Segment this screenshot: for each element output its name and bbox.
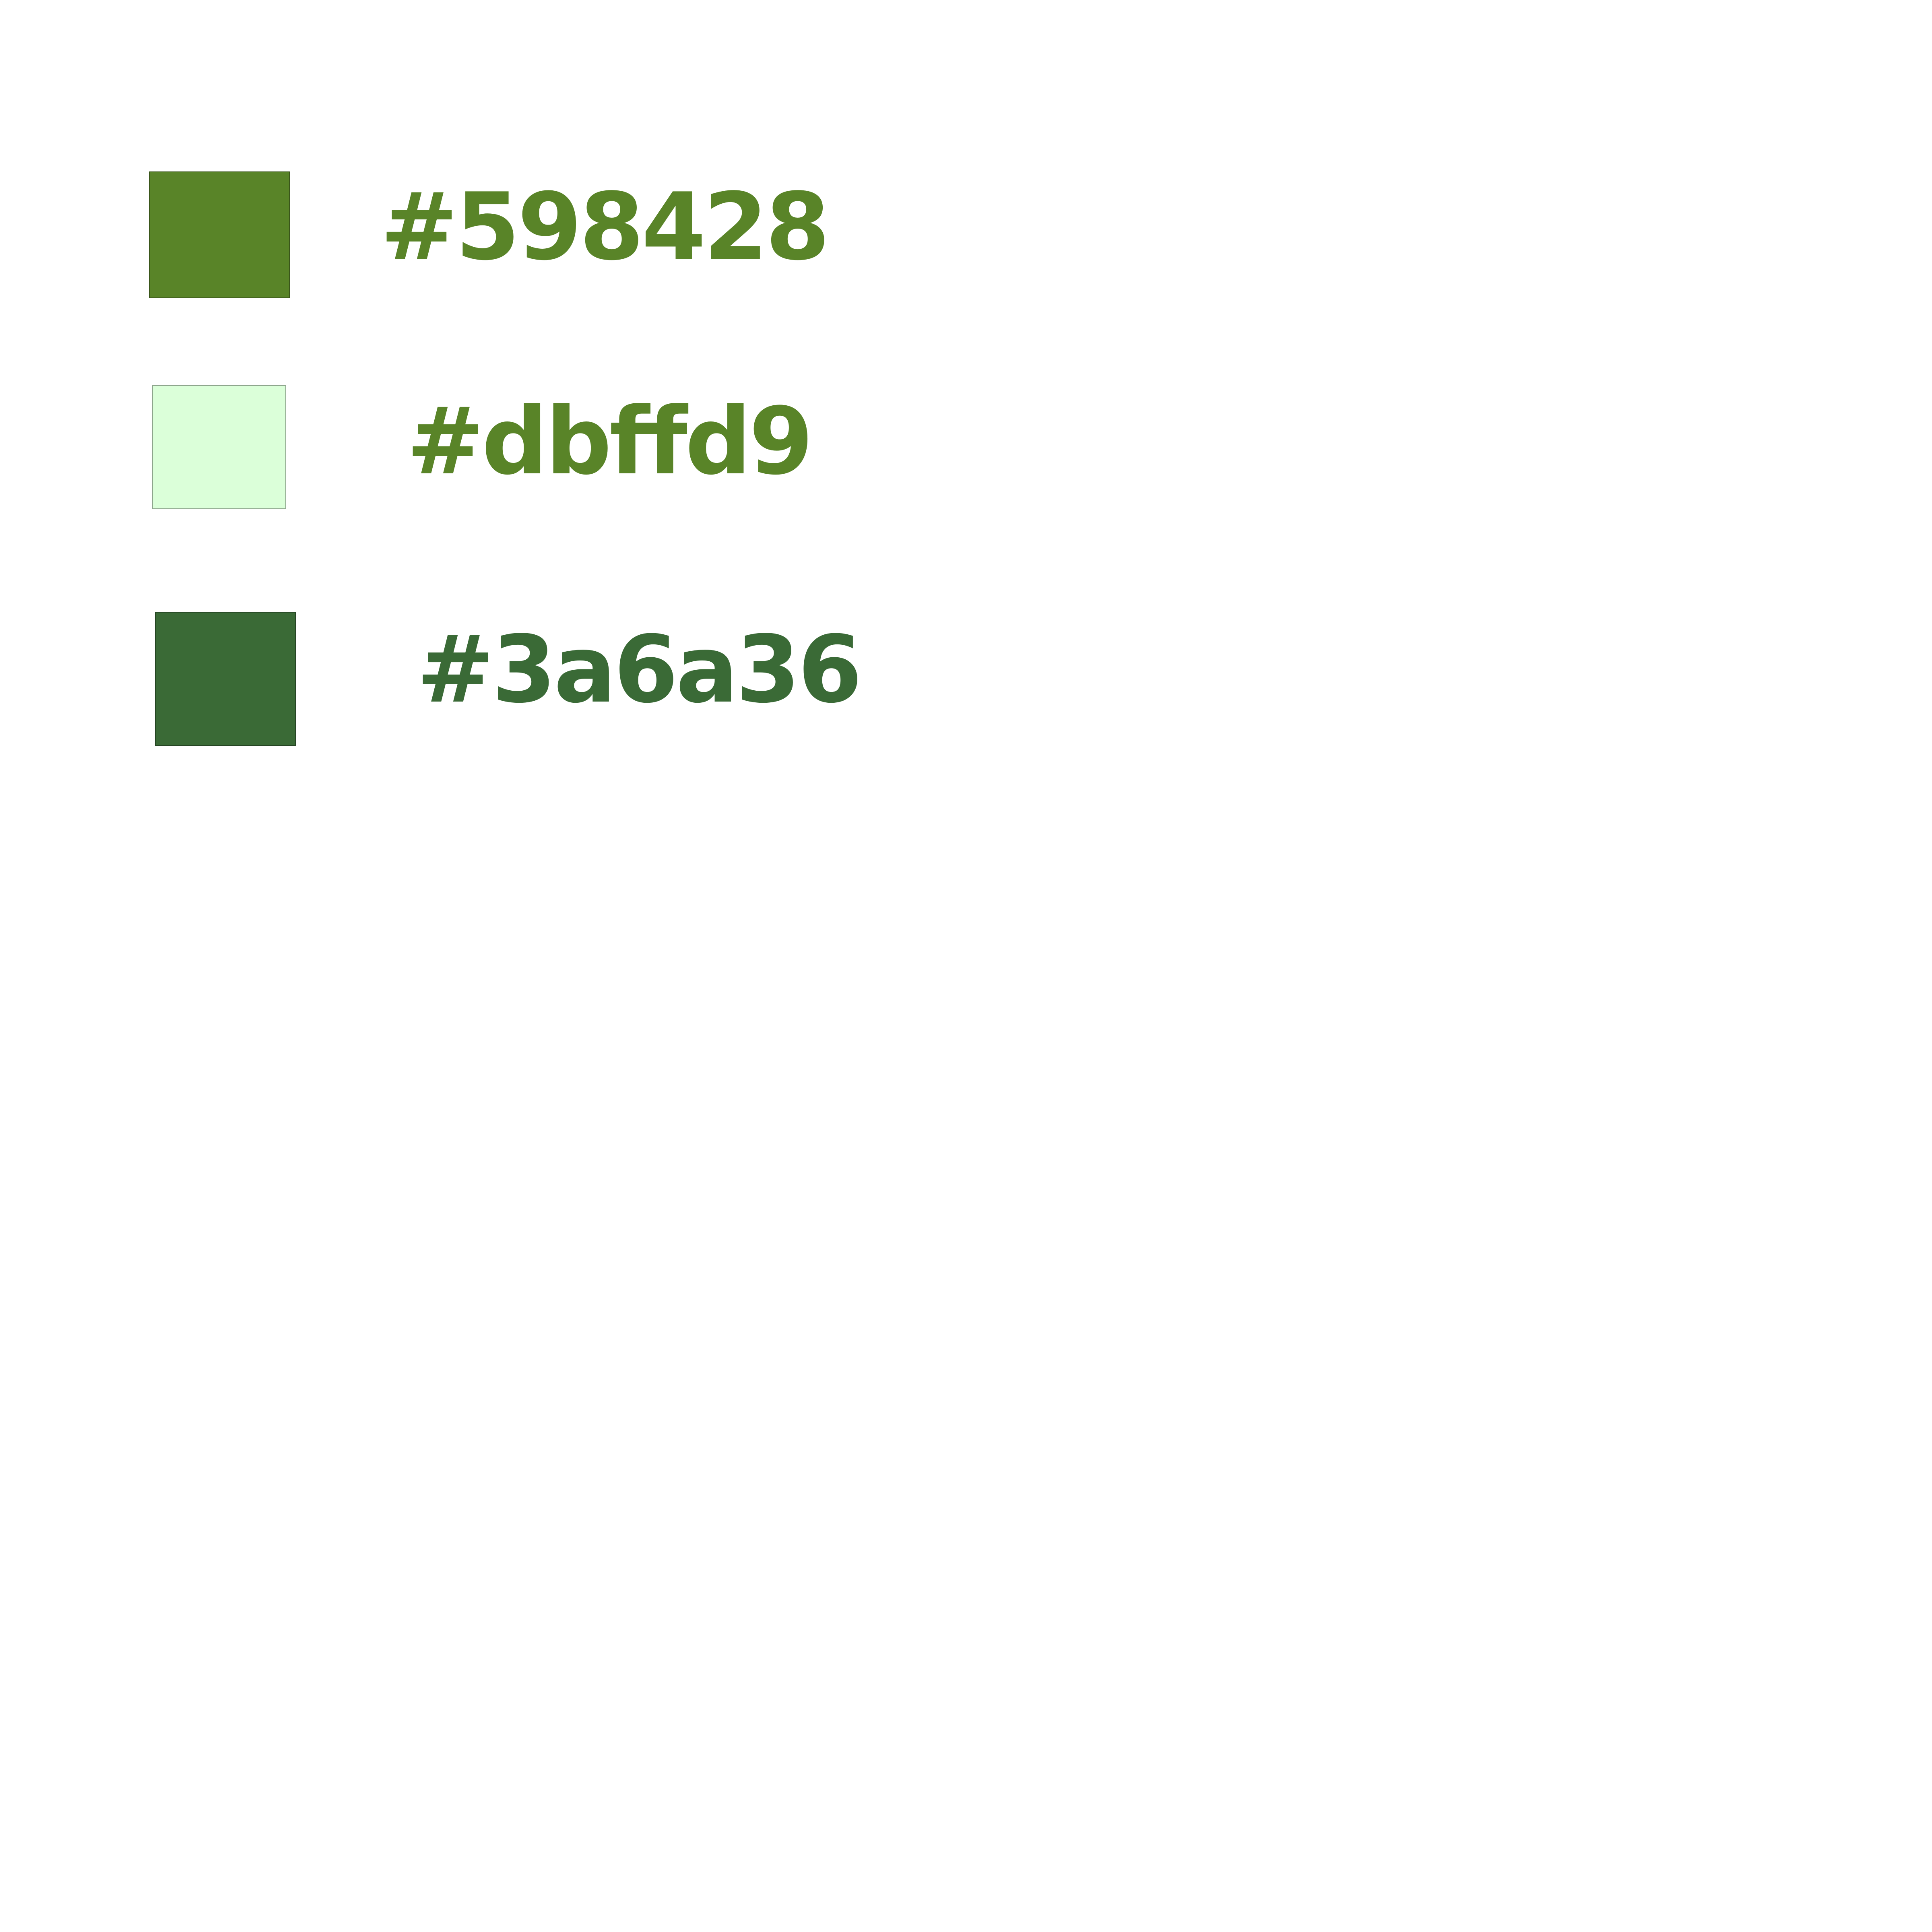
hex-code-label: #598428 — [380, 173, 830, 281]
hex-code-label: #dbffd9 — [407, 388, 813, 495]
color-swatch — [149, 171, 290, 298]
hex-code-label: #3a6a36 — [417, 616, 862, 724]
color-swatch — [155, 612, 296, 746]
color-swatch — [152, 385, 286, 509]
